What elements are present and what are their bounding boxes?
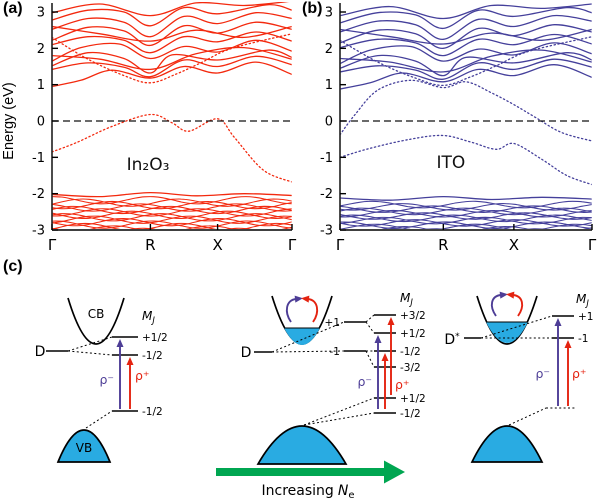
connector-dotted xyxy=(67,350,113,356)
svg-text:-1: -1 xyxy=(32,151,45,166)
panel-a: (a) Energy (eV) 3 2 1 0 -1 -2 -3 Γ R X Γ In₂O₃ xyxy=(0,0,300,258)
level-label: +1/2 xyxy=(400,393,426,405)
svg-text:R: R xyxy=(145,236,155,254)
spin-flip-arrow-red xyxy=(301,295,319,323)
connector-dotted xyxy=(365,350,375,368)
increasing-ne-label: Increasing Ne xyxy=(262,483,355,498)
panel-c: (c) CB D +1/2 -1/2 xyxy=(0,258,600,498)
svg-text:1: 1 xyxy=(37,78,45,93)
mj-header: MJ xyxy=(400,291,413,308)
svg-text:-3: -3 xyxy=(32,224,45,239)
cb-label: CB xyxy=(88,307,105,321)
level-label: +1/2 xyxy=(142,332,168,344)
connector-dotted xyxy=(85,410,113,429)
donor-label: D xyxy=(35,344,46,360)
donor-label: D xyxy=(241,345,252,361)
svg-text:Γ: Γ xyxy=(288,236,297,254)
panel-c-letter: (c) xyxy=(3,258,23,275)
axes xyxy=(51,3,293,231)
connector-dotted xyxy=(365,321,375,334)
svg-text:0: 0 xyxy=(325,115,333,130)
level-label: +1 xyxy=(325,317,340,329)
cb-parabola xyxy=(476,295,538,345)
level-label: -1/2 xyxy=(142,350,163,362)
svg-text:2: 2 xyxy=(325,42,333,57)
rho-plus-label: ρ⁺ xyxy=(395,377,410,392)
level-label: -1 xyxy=(330,346,340,358)
level-label: -1/2 xyxy=(400,346,421,358)
diagram-undoped: CB D +1/2 -1/2 MJ -1/2 ρ⁻ ρ⁺ VB xyxy=(35,297,168,463)
rho-plus-label: ρ⁺ xyxy=(572,366,587,381)
svg-text:-2: -2 xyxy=(32,187,45,202)
svg-text:R: R xyxy=(438,236,448,254)
compound-label: In₂O₃ xyxy=(127,155,170,175)
electron-fill xyxy=(284,328,320,345)
panel-b: (b) 3 2 1 0 -1 -2 -3 Γ R X Γ ITO xyxy=(300,0,600,258)
svg-text:Γ: Γ xyxy=(588,236,597,254)
donor-level-schematic: CB D +1/2 -1/2 MJ -1/2 ρ⁻ ρ⁺ VB xyxy=(35,291,594,498)
increasing-ne-arrow xyxy=(216,460,405,484)
donor-star-label: D* xyxy=(444,332,460,348)
svg-text:-3: -3 xyxy=(320,224,333,239)
vb-band xyxy=(470,425,544,463)
rho-plus-label: ρ⁺ xyxy=(135,368,150,383)
svg-text:Γ: Γ xyxy=(48,236,57,254)
connector-dotted xyxy=(303,412,375,426)
electron-fill xyxy=(486,322,528,343)
svg-text:-1: -1 xyxy=(320,151,333,166)
rho-minus-label: ρ⁻ xyxy=(99,372,114,387)
svg-text:3: 3 xyxy=(37,6,45,21)
panel-b-letter: (b) xyxy=(302,0,323,17)
level-label: -1/2 xyxy=(400,408,421,420)
connector-dotted xyxy=(271,350,345,353)
diagram-degenerate: D* +1 -1 MJ ρ⁻ ρ⁺ xyxy=(444,291,593,463)
level-label: -1/2 xyxy=(142,406,163,418)
bands xyxy=(52,2,292,229)
rho-minus-label: ρ⁻ xyxy=(357,374,372,389)
panel-a-letter: (a) xyxy=(3,0,23,17)
connector-dotted xyxy=(303,397,375,426)
svg-text:-2: -2 xyxy=(320,187,333,202)
spin-flip-arrow-red xyxy=(506,291,524,317)
connector-dotted xyxy=(365,314,375,323)
svg-text:X: X xyxy=(212,236,222,254)
diagram-doped: D +1 -1 +3/2 +1/2 -1/2 -3/2 xyxy=(241,291,426,465)
svg-text:1: 1 xyxy=(325,78,333,93)
level-label: -3/2 xyxy=(400,362,421,374)
axes xyxy=(339,3,593,231)
level-label: +3/2 xyxy=(400,310,426,322)
spin-flip-arrow-purple xyxy=(285,295,303,323)
svg-text:X: X xyxy=(509,236,519,254)
vb-band xyxy=(256,425,348,465)
vb-band xyxy=(56,429,112,463)
connector-dotted xyxy=(480,315,553,339)
bands xyxy=(340,3,592,229)
connector-dotted xyxy=(508,407,547,426)
svg-text:0: 0 xyxy=(37,115,45,130)
svg-text:2: 2 xyxy=(37,42,45,57)
compound-label: ITO xyxy=(436,153,465,173)
cb-parabola xyxy=(67,297,125,345)
svg-text:3: 3 xyxy=(325,6,333,21)
level-label: -1 xyxy=(578,333,588,345)
mj-header: MJ xyxy=(576,292,589,309)
level-label: +1/2 xyxy=(400,328,426,340)
spin-flip-arrow-purple xyxy=(490,291,508,317)
vb-label: VB xyxy=(76,441,92,455)
svg-text:Γ: Γ xyxy=(336,236,345,254)
connector-dotted xyxy=(67,336,113,352)
mj-header: MJ xyxy=(142,309,155,326)
level-label: +1 xyxy=(578,311,593,323)
rho-minus-label: ρ⁻ xyxy=(535,366,550,381)
